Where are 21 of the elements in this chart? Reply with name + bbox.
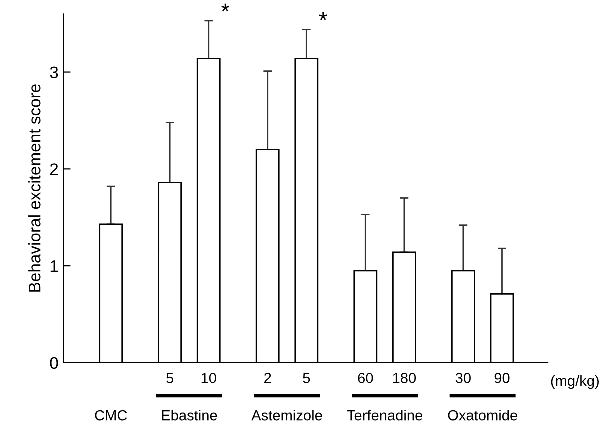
text: * bbox=[222, 4, 230, 12]
x-tick-label: 60 bbox=[358, 373, 374, 384]
x-tick-label: 2 bbox=[264, 373, 272, 384]
y-tick-label: 3 bbox=[50, 66, 58, 78]
x-tick-label: 30 bbox=[456, 373, 471, 384]
x-tick-label: 10 bbox=[202, 373, 216, 384]
x-tick-label: 180 bbox=[393, 373, 416, 384]
y-tick-label: 1 bbox=[50, 260, 58, 272]
text: Oxatomide bbox=[448, 410, 518, 421]
x-tick-label: 5 bbox=[166, 373, 174, 384]
text: Astemizole bbox=[252, 410, 322, 421]
y-axis-title: Behavioral excitement score bbox=[28, 84, 41, 292]
x-tick-label: 5 bbox=[303, 373, 310, 384]
text: Terfenadine bbox=[347, 410, 423, 421]
x-tick-label: 90 bbox=[494, 373, 510, 384]
y-tick-label: 2 bbox=[50, 164, 58, 176]
text: CMC bbox=[95, 410, 128, 421]
annotation: * bbox=[319, 12, 328, 20]
text: Ebastine bbox=[162, 410, 218, 421]
x-axis-title: (mg/kg) bbox=[551, 375, 599, 390]
y-tick-label: 0 bbox=[50, 357, 58, 370]
